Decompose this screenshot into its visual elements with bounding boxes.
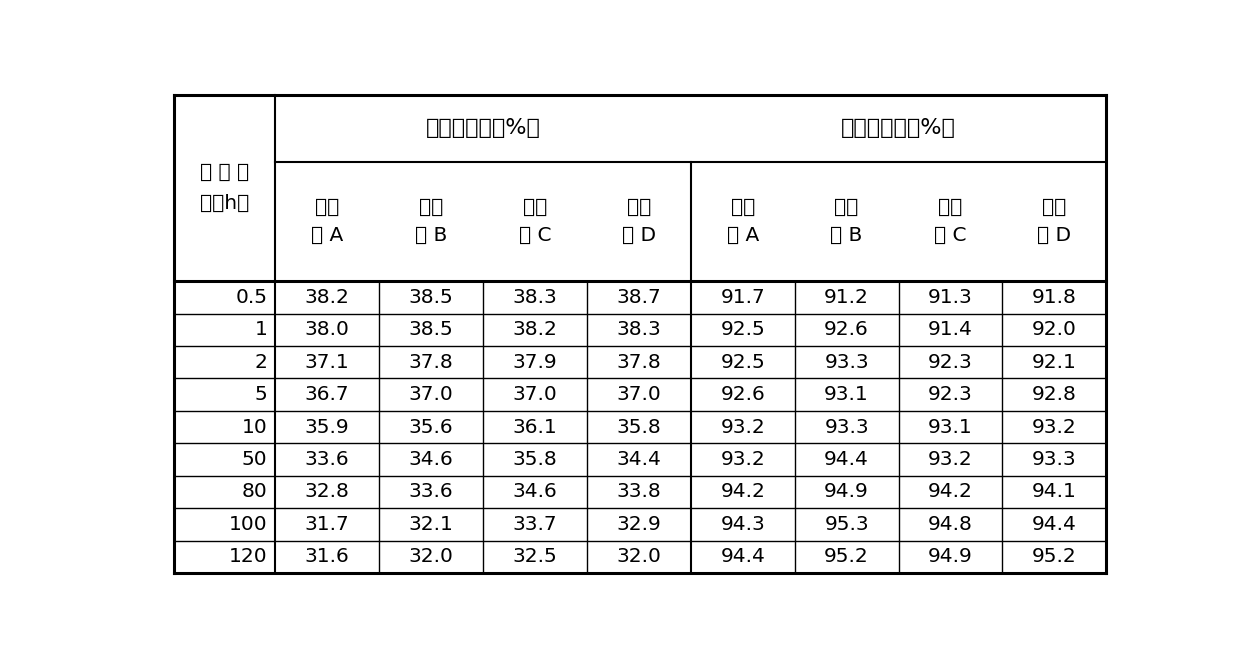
Text: 35.8: 35.8 — [616, 418, 661, 437]
Text: 93.2: 93.2 — [929, 450, 973, 469]
Text: 37.0: 37.0 — [616, 385, 661, 404]
Text: 36.7: 36.7 — [305, 385, 350, 404]
Text: 93.3: 93.3 — [825, 353, 869, 371]
Text: 2: 2 — [254, 353, 268, 371]
Text: 93.3: 93.3 — [825, 418, 869, 437]
Text: 催化
剂 D: 催化 剂 D — [621, 198, 656, 245]
Text: 反 应 时
间（h）: 反 应 时 间（h） — [200, 163, 249, 213]
Text: 93.2: 93.2 — [720, 418, 765, 437]
Text: 37.8: 37.8 — [616, 353, 661, 371]
Text: 33.7: 33.7 — [512, 515, 557, 534]
Text: 丙烯选择性（%）: 丙烯选择性（%） — [841, 118, 956, 138]
Text: 91.8: 91.8 — [1032, 288, 1076, 307]
Text: 94.2: 94.2 — [928, 483, 973, 502]
Text: 35.8: 35.8 — [512, 450, 557, 469]
Text: 91.7: 91.7 — [720, 288, 765, 307]
Text: 38.2: 38.2 — [512, 321, 557, 339]
Text: 37.8: 37.8 — [409, 353, 454, 371]
Text: 92.6: 92.6 — [720, 385, 765, 404]
Text: 94.4: 94.4 — [1032, 515, 1076, 534]
Text: 94.3: 94.3 — [720, 515, 765, 534]
Text: 催化
剂 B: 催化 剂 B — [415, 198, 448, 245]
Text: 91.4: 91.4 — [928, 321, 973, 339]
Text: 95.3: 95.3 — [825, 515, 869, 534]
Text: 80: 80 — [242, 483, 268, 502]
Text: 93.2: 93.2 — [720, 450, 765, 469]
Text: 催化
剂 B: 催化 剂 B — [831, 198, 863, 245]
Text: 91.3: 91.3 — [929, 288, 973, 307]
Text: 35.9: 35.9 — [305, 418, 350, 437]
Text: 催化
剂 C: 催化 剂 C — [518, 198, 551, 245]
Text: 32.9: 32.9 — [616, 515, 661, 534]
Text: 31.7: 31.7 — [305, 515, 350, 534]
Text: 37.0: 37.0 — [409, 385, 454, 404]
Text: 37.1: 37.1 — [305, 353, 350, 371]
Text: 丙烷转化率（%）: 丙烷转化率（%） — [425, 118, 541, 138]
Text: 92.6: 92.6 — [825, 321, 869, 339]
Text: 94.2: 94.2 — [720, 483, 765, 502]
Text: 32.0: 32.0 — [408, 547, 454, 566]
Text: 92.8: 92.8 — [1032, 385, 1076, 404]
Text: 38.0: 38.0 — [305, 321, 350, 339]
Text: 38.3: 38.3 — [616, 321, 661, 339]
Text: 38.5: 38.5 — [409, 288, 454, 307]
Text: 93.2: 93.2 — [1032, 418, 1076, 437]
Text: 32.1: 32.1 — [408, 515, 454, 534]
Text: 91.2: 91.2 — [825, 288, 869, 307]
Text: 95.2: 95.2 — [1032, 547, 1076, 566]
Text: 92.3: 92.3 — [929, 385, 973, 404]
Text: 94.1: 94.1 — [1032, 483, 1076, 502]
Text: 94.8: 94.8 — [928, 515, 973, 534]
Text: 93.3: 93.3 — [1032, 450, 1076, 469]
Text: 36.1: 36.1 — [512, 418, 557, 437]
Text: 92.0: 92.0 — [1032, 321, 1076, 339]
Text: 94.4: 94.4 — [825, 450, 869, 469]
Text: 95.2: 95.2 — [825, 547, 869, 566]
Text: 37.9: 37.9 — [512, 353, 557, 371]
Text: 32.0: 32.0 — [616, 547, 661, 566]
Text: 34.6: 34.6 — [512, 483, 557, 502]
Text: 33.6: 33.6 — [409, 483, 454, 502]
Text: 5: 5 — [254, 385, 268, 404]
Text: 94.9: 94.9 — [825, 483, 869, 502]
Text: 37.0: 37.0 — [512, 385, 557, 404]
Text: 120: 120 — [229, 547, 268, 566]
Text: 催化
剂 A: 催化 剂 A — [727, 198, 759, 245]
Text: 32.5: 32.5 — [512, 547, 557, 566]
Text: 94.4: 94.4 — [720, 547, 765, 566]
Text: 35.6: 35.6 — [409, 418, 454, 437]
Text: 38.7: 38.7 — [616, 288, 661, 307]
Text: 0.5: 0.5 — [236, 288, 268, 307]
Text: 93.1: 93.1 — [825, 385, 869, 404]
Text: 34.6: 34.6 — [409, 450, 454, 469]
Text: 38.2: 38.2 — [305, 288, 350, 307]
Text: 94.9: 94.9 — [929, 547, 973, 566]
Text: 100: 100 — [229, 515, 268, 534]
Text: 33.6: 33.6 — [305, 450, 350, 469]
Text: 92.1: 92.1 — [1032, 353, 1076, 371]
Text: 34.4: 34.4 — [616, 450, 661, 469]
Text: 92.5: 92.5 — [720, 321, 765, 339]
Text: 50: 50 — [242, 450, 268, 469]
Text: 1: 1 — [254, 321, 268, 339]
Text: 93.1: 93.1 — [929, 418, 973, 437]
Text: 38.3: 38.3 — [512, 288, 557, 307]
Text: 92.3: 92.3 — [929, 353, 973, 371]
Text: 92.5: 92.5 — [720, 353, 765, 371]
Text: 催化
剂 C: 催化 剂 C — [934, 198, 967, 245]
Text: 催化
剂 A: 催化 剂 A — [311, 198, 343, 245]
Text: 33.8: 33.8 — [616, 483, 661, 502]
Text: 38.5: 38.5 — [409, 321, 454, 339]
Text: 32.8: 32.8 — [305, 483, 350, 502]
Text: 31.6: 31.6 — [305, 547, 350, 566]
Text: 10: 10 — [242, 418, 268, 437]
Text: 催化
剂 D: 催化 剂 D — [1038, 198, 1071, 245]
